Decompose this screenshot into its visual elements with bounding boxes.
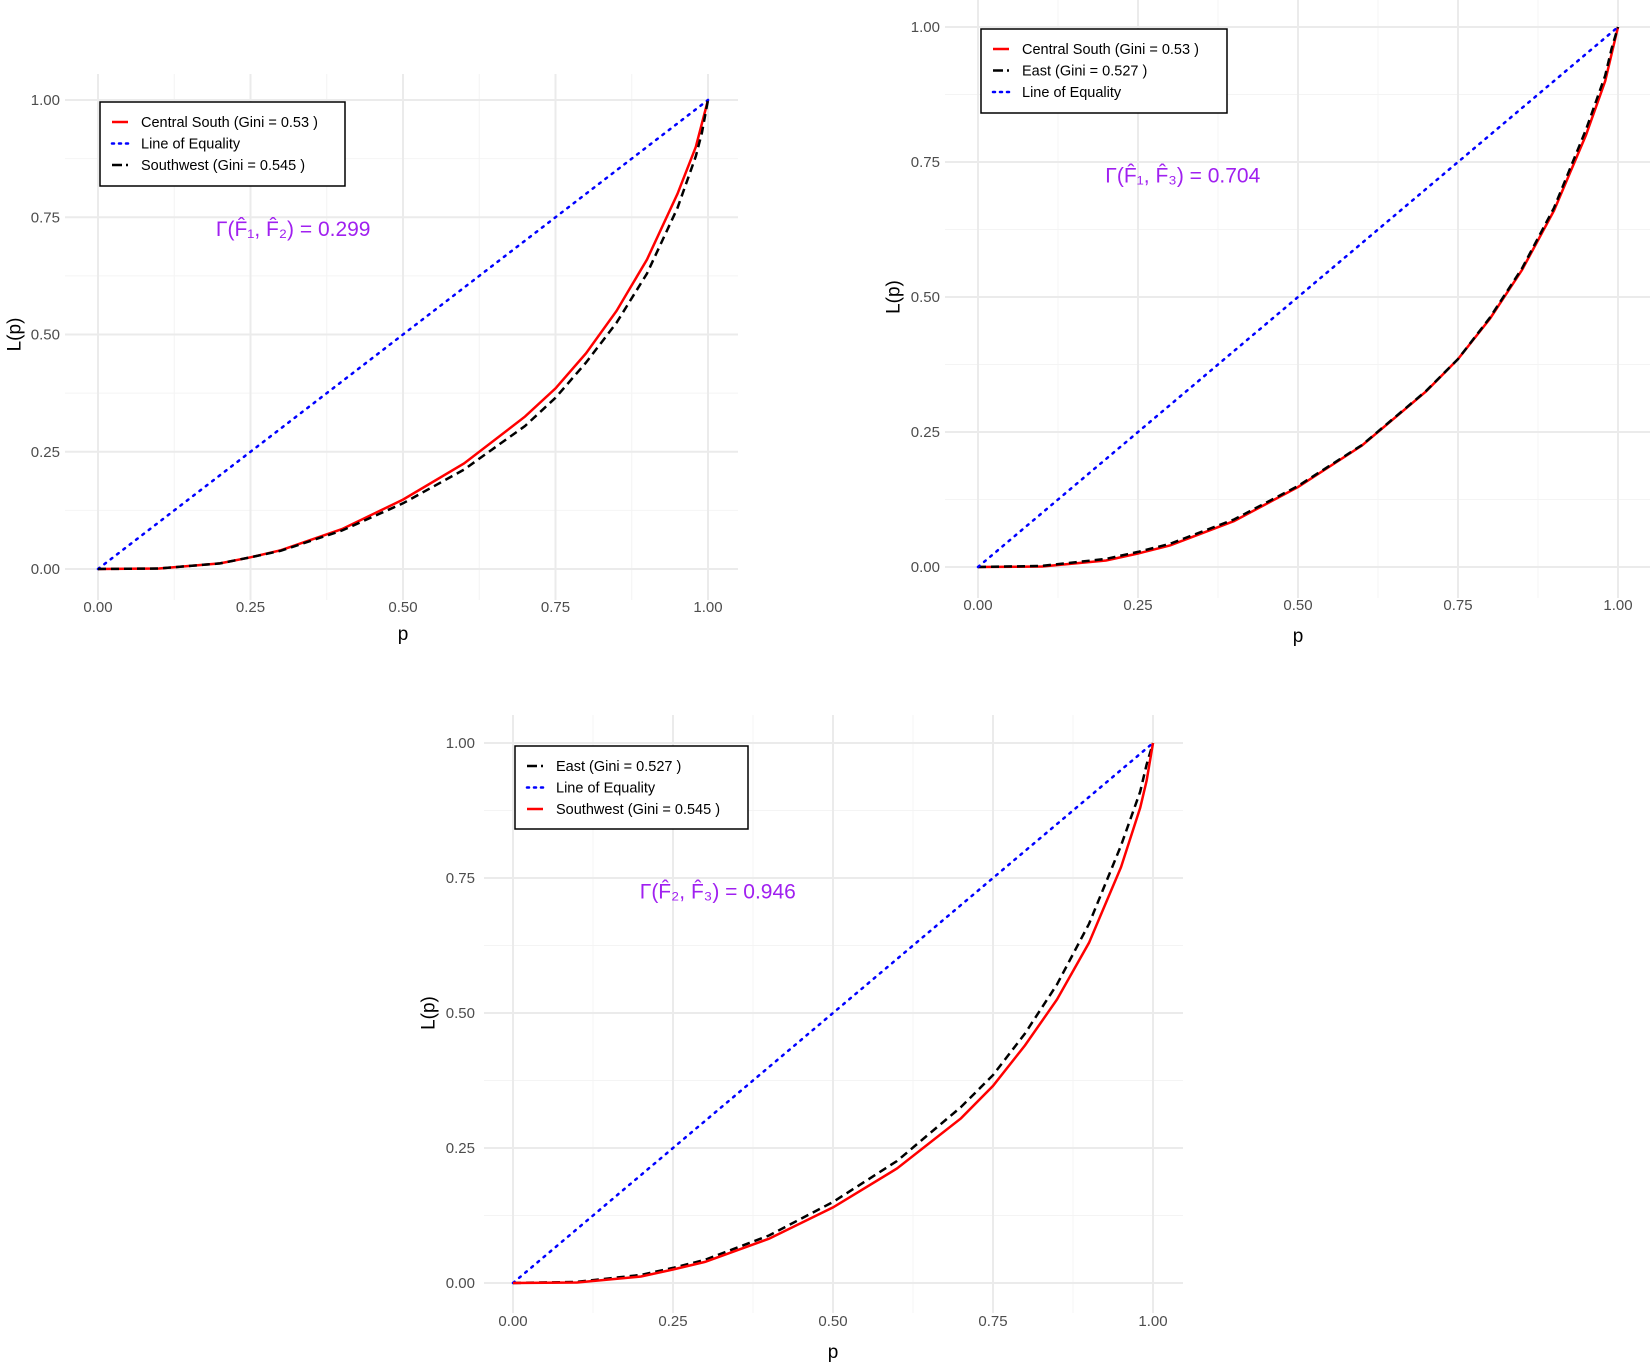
legend-label: Southwest (Gini = 0.545 ) bbox=[141, 158, 305, 174]
legend-label: East (Gini = 0.527 ) bbox=[556, 759, 681, 775]
y-tick-label: 1.00 bbox=[911, 19, 940, 36]
series-line-east bbox=[512, 742, 1155, 1285]
x-axis-title: p bbox=[828, 1342, 839, 1362]
x-tick-label: 0.00 bbox=[83, 599, 112, 616]
series-line-line-of-equality bbox=[96, 98, 710, 571]
legend-label: East (Gini = 0.527 ) bbox=[1022, 64, 1147, 80]
x-tick-label: 1.00 bbox=[1603, 597, 1632, 614]
x-axis-title: p bbox=[398, 624, 409, 645]
x-tick-label: 0.75 bbox=[1443, 597, 1472, 614]
y-axis-title: L(p) bbox=[419, 996, 440, 1030]
x-tick-label: 0.50 bbox=[1283, 597, 1312, 614]
lorenz-panel-2: 0.00 0.25 0.50 0.75 1.00 0.00 0.25 0.50 0.75 1.00… bbox=[884, 0, 1650, 647]
gamma-annotation: Γ(F̂₁, F̂₂) = 0.299 bbox=[216, 217, 371, 240]
legend-label: Southwest (Gini = 0.545 ) bbox=[556, 802, 720, 818]
y-tick-label: 0.00 bbox=[911, 559, 940, 576]
y-tick-label: 0.00 bbox=[31, 561, 60, 578]
legend-label: Line of Equality bbox=[556, 781, 656, 797]
y-tick-label: 0.50 bbox=[31, 327, 60, 344]
x-tick-label: 0.50 bbox=[818, 1313, 847, 1330]
y-axis-title: L(p) bbox=[884, 280, 905, 314]
series-line-southwest bbox=[97, 99, 710, 571]
y-tick-label: 0.25 bbox=[911, 424, 940, 441]
legend-label: Central South (Gini = 0.53 ) bbox=[1022, 42, 1199, 58]
legend: East (Gini = 0.527 ) Line of Equality Sout… bbox=[514, 745, 749, 830]
legend-label: Line of Equality bbox=[1022, 85, 1122, 101]
legend: Central South (Gini = 0.53 ) Line of Equa… bbox=[99, 101, 346, 187]
y-axis-title: L(p) bbox=[5, 318, 26, 352]
y-tick-label: 0.50 bbox=[446, 1005, 475, 1022]
y-tick-label: 0.75 bbox=[911, 154, 940, 171]
x-axis-title: p bbox=[1293, 626, 1304, 647]
x-tick-label: 0.00 bbox=[498, 1313, 527, 1330]
x-tick-label: 1.00 bbox=[693, 599, 722, 616]
legend: Central South (Gini = 0.53 ) East (Gini =… bbox=[980, 28, 1228, 114]
y-tick-label: 0.50 bbox=[911, 289, 940, 306]
series-line-southwest bbox=[512, 742, 1155, 1285]
x-tick-label: 0.25 bbox=[1123, 597, 1152, 614]
y-tick-label: 0.25 bbox=[31, 444, 60, 461]
series-line-east bbox=[977, 26, 1620, 569]
series-line-central-south bbox=[97, 99, 710, 571]
legend-box bbox=[980, 28, 1228, 114]
legend-label: Central South (Gini = 0.53 ) bbox=[141, 115, 318, 131]
y-tick-label: 0.00 bbox=[446, 1275, 475, 1292]
legend-label: Line of Equality bbox=[141, 137, 241, 153]
lorenz-panel-3: 0.00 0.25 0.50 0.75 1.00 0.00 0.25 0.50 0.75 1.00… bbox=[419, 715, 1183, 1362]
x-tick-label: 0.75 bbox=[541, 599, 570, 616]
legend-box bbox=[99, 101, 346, 187]
gamma-annotation: Γ(F̂₁, F̂₃) = 0.704 bbox=[1105, 164, 1260, 187]
y-tick-label: 0.25 bbox=[446, 1140, 475, 1157]
x-tick-label: 0.25 bbox=[658, 1313, 687, 1330]
gamma-annotation: Γ(F̂₂, F̂₃) = 0.946 bbox=[640, 880, 796, 903]
y-tick-label: 1.00 bbox=[446, 735, 475, 752]
series-line-line-of-equality bbox=[511, 741, 1155, 1285]
y-tick-label: 1.00 bbox=[31, 92, 60, 109]
y-tick-label: 0.75 bbox=[446, 870, 475, 887]
x-tick-label: 1.00 bbox=[1138, 1313, 1167, 1330]
lorenz-panel-1: 0.00 0.25 0.50 0.75 1.00 0.00 0.25 0.50 0.75 1.00… bbox=[5, 74, 738, 645]
series-line-line-of-equality bbox=[976, 25, 1620, 569]
y-tick-label: 0.75 bbox=[31, 209, 60, 226]
legend-box bbox=[514, 745, 749, 830]
x-tick-label: 0.00 bbox=[963, 597, 992, 614]
x-tick-label: 0.75 bbox=[978, 1313, 1007, 1330]
x-tick-label: 0.25 bbox=[236, 599, 265, 616]
x-tick-label: 0.50 bbox=[388, 599, 417, 616]
